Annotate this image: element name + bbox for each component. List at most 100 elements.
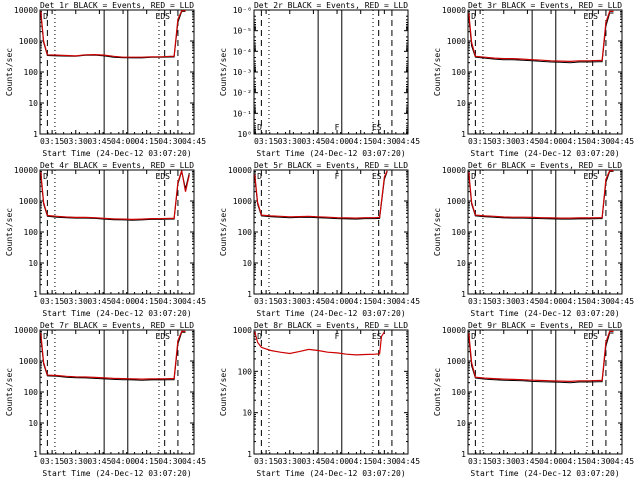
plot-frame xyxy=(253,329,409,455)
x-tick-label: 03:45 xyxy=(301,297,325,306)
event-marker-label: F xyxy=(335,123,340,132)
series-line-lld xyxy=(468,170,614,219)
x-tick-label: 03:30 xyxy=(492,457,516,466)
panel-det-5: Det 5r BLACK = Events, RED = LLD Counts/s… xyxy=(219,161,420,318)
x-tick-label: 04:45 xyxy=(396,137,420,146)
event-marker-label: D xyxy=(471,12,476,21)
series-line-events xyxy=(254,171,388,220)
plot-frame xyxy=(39,329,195,455)
x-tick-label: 04:00 xyxy=(539,297,563,306)
y-tick-label: 10000 xyxy=(14,6,38,15)
x-tick-label: 04:45 xyxy=(610,137,634,146)
event-marker-label: D xyxy=(257,172,262,181)
y-tick-label: 10 xyxy=(242,409,252,418)
x-tick-label: 04:00 xyxy=(539,457,563,466)
x-tick-label: 04:45 xyxy=(182,137,206,146)
x-tick-label: 04:00 xyxy=(111,137,135,146)
y-tick-label: 100 xyxy=(452,68,467,77)
x-tick-label: 04:30 xyxy=(372,137,396,146)
y-axis-label: Counts/sec xyxy=(5,48,14,96)
panel-det-8: Det 8r BLACK = Events, RED = LLD Counts/s… xyxy=(219,321,420,478)
x-tick-label: 03:30 xyxy=(492,297,516,306)
x-axis-label: Start Time (24-Dec-12 03:07:20) xyxy=(256,149,405,158)
series-line-lld xyxy=(468,330,614,383)
plot-frame xyxy=(253,9,409,135)
y-tick-label: 10⁻⁶ xyxy=(233,6,252,15)
x-tick-label: 04:00 xyxy=(539,137,563,146)
y-tick-label: 1 xyxy=(33,290,38,299)
event-marker-label: EDS xyxy=(156,172,171,181)
event-marker-label: D xyxy=(43,12,48,21)
event-marker-label: D xyxy=(471,332,476,341)
event-marker-label: D xyxy=(43,172,48,181)
panel-title: Det 2r BLACK = Events, RED = LLD xyxy=(254,1,408,10)
y-tick-label: 100 xyxy=(452,388,467,397)
series-line-lld xyxy=(254,170,388,219)
y-tick-label: 1 xyxy=(247,450,252,459)
y-axis-label: Counts/sec xyxy=(5,208,14,256)
x-tick-label: 04:15 xyxy=(135,457,159,466)
y-tick-label: 1000 xyxy=(19,37,38,46)
series-line-events xyxy=(468,170,614,220)
x-tick-label: 03:15 xyxy=(254,297,278,306)
event-marker-label: EDS xyxy=(156,332,171,341)
x-tick-label: 03:15 xyxy=(40,297,64,306)
y-tick-label: 1000 xyxy=(19,197,38,206)
y-tick-label: 1 xyxy=(247,290,252,299)
x-tick-label: 04:45 xyxy=(396,297,420,306)
x-tick-label: 03:15 xyxy=(40,137,64,146)
y-tick-label: 10⁰ xyxy=(238,130,252,139)
y-tick-label: 10⁻² xyxy=(233,89,252,98)
x-tick-label: 04:15 xyxy=(563,137,587,146)
y-tick-label: 10000 xyxy=(14,326,38,335)
y-tick-label: 100 xyxy=(452,228,467,237)
x-axis-label: Start Time (24-Dec-12 03:07:20) xyxy=(42,309,191,318)
plot-frame xyxy=(39,9,195,135)
x-tick-label: 04:00 xyxy=(111,297,135,306)
event-marker-label: EDS xyxy=(156,12,171,21)
x-axis-label: Start Time (24-Dec-12 03:07:20) xyxy=(470,469,619,478)
panel-title: Det 5r BLACK = Events, RED = LLD xyxy=(254,161,408,170)
y-tick-label: 10⁻⁵ xyxy=(233,27,252,36)
event-marker-label: D xyxy=(257,123,262,132)
event-marker-label: D xyxy=(43,332,48,341)
x-tick-label: 03:30 xyxy=(64,297,88,306)
series-line-events xyxy=(40,331,186,381)
y-tick-label: 1 xyxy=(33,450,38,459)
y-axis-label: Counts/sec xyxy=(219,208,228,256)
x-tick-label: 03:45 xyxy=(87,137,111,146)
x-tick-label: 03:45 xyxy=(515,297,539,306)
x-tick-label: 04:00 xyxy=(325,137,349,146)
x-tick-label: 03:15 xyxy=(468,457,492,466)
y-tick-label: 100 xyxy=(24,388,39,397)
x-tick-label: 03:45 xyxy=(301,457,325,466)
y-tick-label: 10000 xyxy=(442,6,466,15)
panel-det-3: Det 3r BLACK = Events, RED = LLD Counts/s… xyxy=(433,1,634,158)
x-tick-label: 04:45 xyxy=(610,297,634,306)
plot-frame xyxy=(39,169,195,295)
x-tick-label: 04:15 xyxy=(349,137,373,146)
plot-frame xyxy=(467,169,623,295)
y-tick-label: 1000 xyxy=(447,197,466,206)
event-marker-label: EDS xyxy=(584,332,599,341)
y-tick-label: 100 xyxy=(24,228,39,237)
y-axis-label: Counts/sec xyxy=(433,48,442,96)
panel-title: Det 6r BLACK = Events, RED = LLD xyxy=(468,161,622,170)
y-tick-label: 1000 xyxy=(447,37,466,46)
x-tick-label: 04:15 xyxy=(135,297,159,306)
x-tick-label: 04:30 xyxy=(158,297,182,306)
x-axis-label: Start Time (24-Dec-12 03:07:20) xyxy=(470,149,619,158)
x-tick-label: 04:30 xyxy=(158,137,182,146)
series-line-events xyxy=(468,332,614,384)
y-tick-label: 1 xyxy=(461,130,466,139)
x-tick-label: 03:30 xyxy=(278,457,302,466)
series-line-events xyxy=(468,12,614,64)
x-axis-label: Start Time (24-Dec-12 03:07:20) xyxy=(256,309,405,318)
x-tick-label: 04:30 xyxy=(372,457,396,466)
panel-title: Det 8r BLACK = Events, RED = LLD xyxy=(254,321,408,330)
y-tick-label: 10 xyxy=(28,99,38,108)
x-tick-label: 04:30 xyxy=(158,457,182,466)
y-tick-label: 10⁻³ xyxy=(233,68,252,77)
panel-det-2: Det 2r BLACK = Events, RED = LLD Counts/s… xyxy=(219,1,420,158)
y-tick-label: 10 xyxy=(456,99,466,108)
